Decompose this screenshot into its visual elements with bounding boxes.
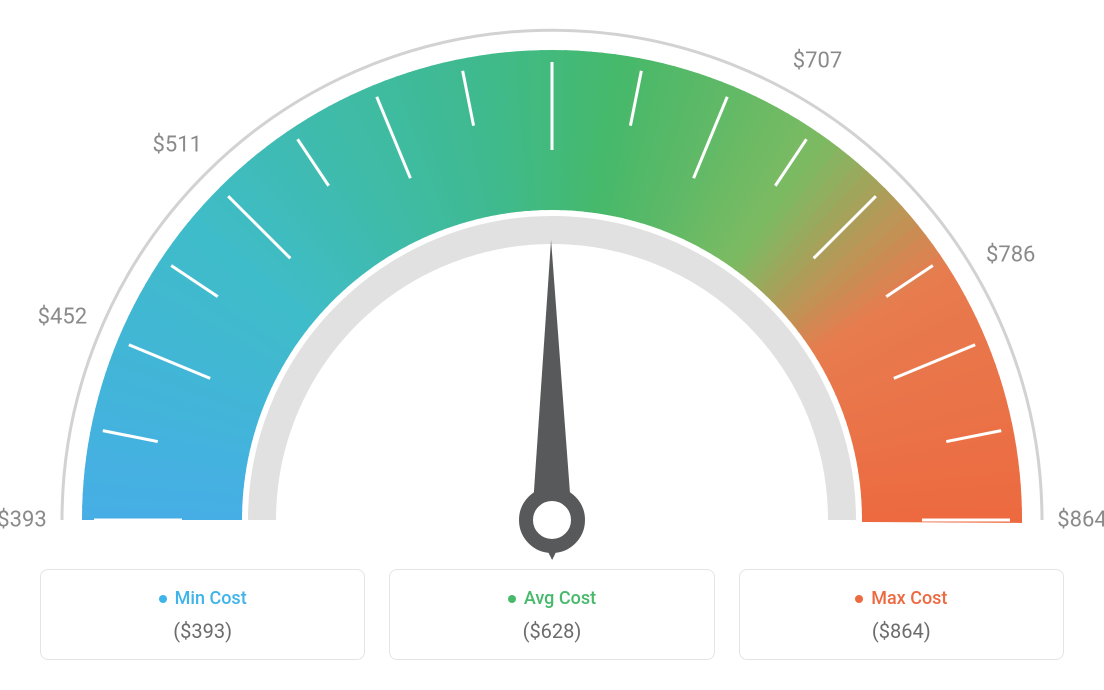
legend-value-min: ($393) <box>51 619 354 643</box>
cost-gauge-chart: $393 $452 $511 $628 $707 $786 $864 <box>0 0 1104 560</box>
gauge-scale-label: $864 <box>1057 508 1104 533</box>
legend-card-min: Min Cost ($393) <box>40 569 365 661</box>
legend-card-avg: Avg Cost ($628) <box>389 569 714 661</box>
legend-row: Min Cost ($393) Avg Cost ($628) Max Cost… <box>40 569 1064 661</box>
gauge-scale-label: $786 <box>986 242 1035 267</box>
legend-value-max: ($864) <box>750 619 1053 643</box>
legend-value-avg: ($628) <box>400 619 703 643</box>
legend-card-max: Max Cost ($864) <box>739 569 1064 661</box>
gauge-scale-label: $452 <box>38 305 87 330</box>
legend-label-max: Max Cost <box>855 588 947 609</box>
gauge-svg <box>0 0 1104 560</box>
gauge-scale-label: $707 <box>793 49 842 74</box>
gauge-scale-label: $393 <box>0 508 47 533</box>
legend-label-min: Min Cost <box>159 588 247 609</box>
gauge-scale-label: $511 <box>152 133 201 158</box>
gauge-scale-label: $628 <box>527 0 576 3</box>
legend-label-avg: Avg Cost <box>508 588 596 609</box>
